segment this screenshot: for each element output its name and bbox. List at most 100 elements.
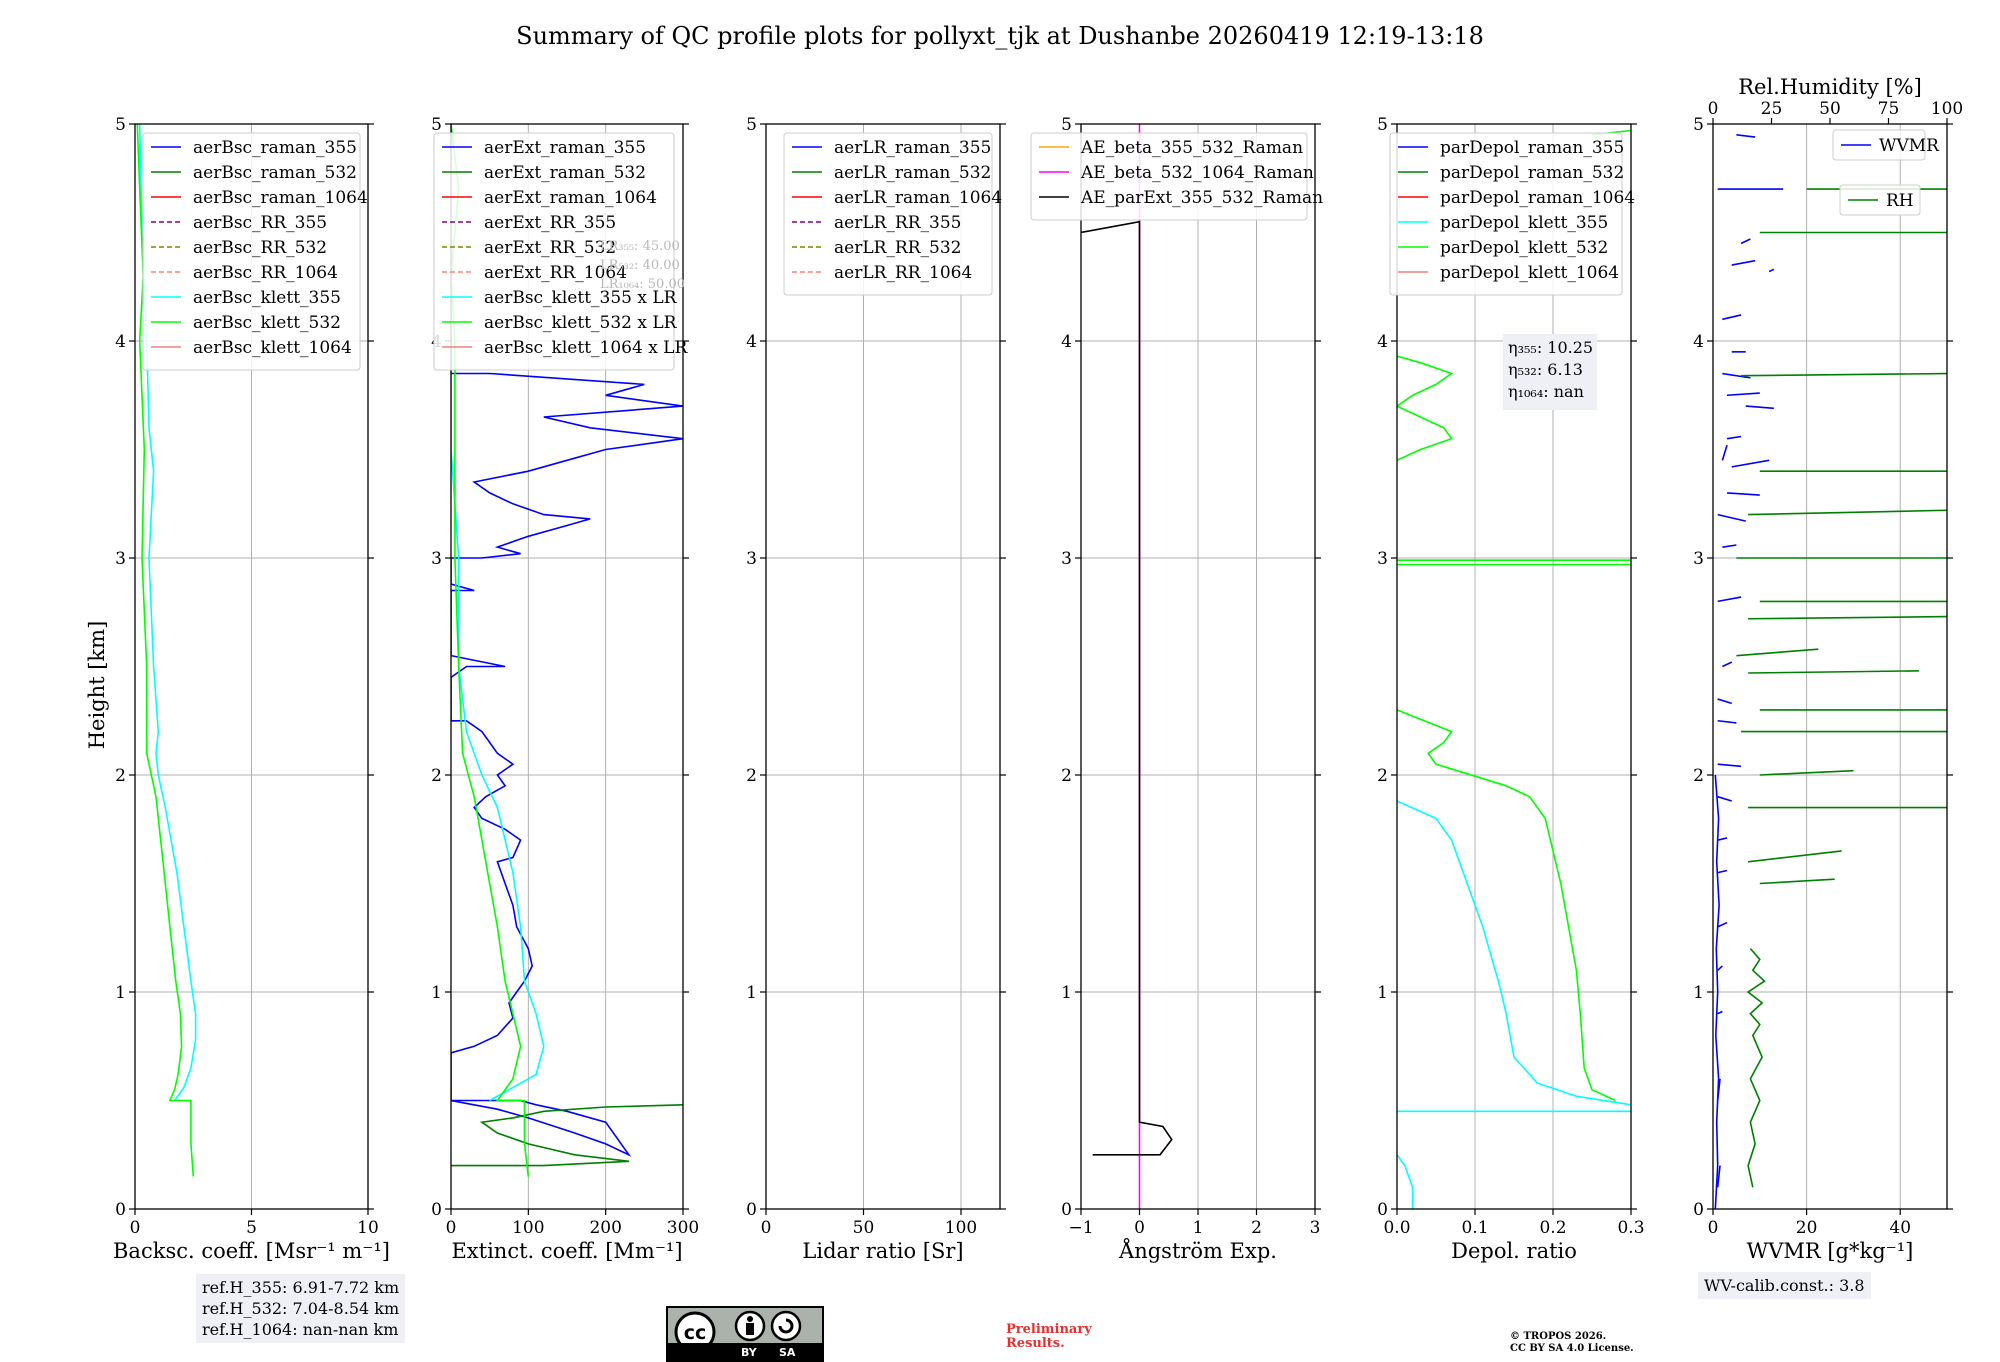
wvmr-segment-14 (1717, 513, 1746, 522)
top-x-tick-label-3: 75 (1878, 99, 1900, 119)
y-tick-label-1: 1 (1377, 983, 1388, 1003)
legend-label-5: aerExt_RR_1064 (484, 263, 627, 283)
axes-frame (1396, 123, 1632, 1210)
top-x-tick-label-4: 100 (1931, 99, 1963, 119)
y-tick-label-4: 4 (1377, 332, 1388, 352)
series-line-parDepol_klett_355 (1397, 1154, 1414, 1209)
wvmr-segment-23 (1717, 869, 1728, 874)
legend-box (1839, 184, 1921, 216)
x-tick-label-4: 3 (1310, 1218, 1321, 1238)
figure-title: Summary of QC profile plots for pollyxt_… (516, 22, 1484, 50)
wvmr-segment-25 (1717, 965, 1723, 971)
legend-label-4: aerExt_RR_532 (484, 238, 616, 258)
wvmr-segment-19 (1717, 719, 1737, 724)
ref-h-355: ref.H_355: 6.91-7.72 km (202, 1278, 400, 1297)
legend-label-0: AE_beta_355_532_Raman (1080, 138, 1303, 158)
legend-box (783, 132, 993, 296)
copyright-line-2: CC BY SA 4.0 License. (1510, 1343, 1634, 1354)
wvmr-segment-2 (1740, 238, 1751, 245)
y-tick-label-4: 4 (1061, 332, 1072, 352)
wvmr-segment-3 (1731, 259, 1756, 266)
sa-arrow (778, 1318, 794, 1334)
legend-label-1: parDepol_raman_532 (1440, 163, 1624, 183)
x-tick-label-2: 100 (945, 1218, 977, 1238)
y-tick-label-2: 2 (1693, 766, 1704, 786)
eta-annotation-0: η₃₅₅: 10.25 (1508, 338, 1593, 357)
series-line-parDepol_klett_532_d (1397, 355, 1454, 462)
wvmr-segment-5 (1722, 314, 1742, 321)
x-tick-label-2: 1 (1193, 1218, 1204, 1238)
wvmr-segment-0 (1736, 134, 1756, 138)
panel-ext: 0100200300012345Extinct. coeff. [Mm⁻¹]ae… (431, 115, 699, 1263)
legend-label-7: aerBsc_klett_532 (193, 313, 341, 333)
legend-label-1: aerExt_raman_532 (484, 163, 646, 183)
x-tick-label-0: 0 (1708, 1218, 1719, 1238)
series-line-parDepol_klett_355_c (1397, 800, 1631, 1106)
y-tick-label-3: 3 (746, 549, 757, 569)
y-tick-label-5: 5 (431, 115, 442, 135)
x-tick-label-0: 0 (130, 1218, 141, 1238)
legend-label-5: aerLR_RR_1064 (834, 263, 972, 283)
legend-label-5: aerBsc_RR_1064 (193, 263, 338, 283)
legend-label: WVMR (1879, 136, 1940, 156)
lr-annotation-0: LR₃₅₅: 45.00 (600, 239, 680, 254)
legend-label-3: aerLR_RR_355 (834, 213, 961, 233)
y-tick-label-5: 5 (1377, 115, 1388, 135)
y-axis-label: Height [km] (85, 621, 109, 750)
wvmr-segment-13 (1726, 492, 1760, 496)
rh-noisy-line (1746, 948, 1766, 1188)
legend-label-7: aerBsc_klett_532 x LR (484, 313, 678, 333)
y-tick-label-3: 3 (1693, 549, 1704, 569)
wvmr-segment-26 (1717, 1010, 1723, 1015)
series-line-aerBsc_klett_355 (138, 124, 197, 1101)
axes-frame (765, 123, 1001, 1210)
y-tick-label-3: 3 (115, 549, 126, 569)
ref-h-532: ref.H_532: 7.04-8.54 km (202, 1299, 400, 1318)
y-tick-label-1: 1 (431, 983, 442, 1003)
legend-label-6: aerBsc_klett_355 x LR (484, 288, 678, 308)
x-tick-label-1: 5 (246, 1218, 257, 1238)
wvmr-segment-20 (1717, 763, 1742, 768)
ref-height-box: ref.H_355: 6.91-7.72 km ref.H_532: 7.04-… (196, 1274, 406, 1343)
wvmr-segment-16 (1717, 596, 1742, 603)
x-tick-label-0: 0.0 (1383, 1218, 1410, 1238)
legend-label-2: aerExt_raman_1064 (484, 188, 657, 208)
wvmr-segment-8 (1726, 392, 1760, 397)
y-tick-label-2: 2 (1061, 766, 1072, 786)
series-line-aerBsc_klett_355 x LR (451, 124, 545, 1102)
cc-license-badge: cc BY SA (666, 1306, 824, 1362)
y-tick-label-0: 0 (1693, 1200, 1704, 1220)
x-axis-label: Extinct. coeff. [Mm⁻¹] (451, 1239, 682, 1263)
wvmr-segment-15 (1722, 544, 1737, 548)
y-tick-label-0: 0 (431, 1200, 442, 1220)
wvmr-segment-24 (1717, 921, 1728, 928)
x-tick-label-3: 2 (1251, 1218, 1262, 1238)
legend-label-0: aerExt_raman_355 (484, 138, 646, 158)
y-tick-label-2: 2 (746, 766, 757, 786)
rh-segment-2 (1741, 372, 1947, 377)
x-tick-label-0: 0 (761, 1218, 772, 1238)
series-line-aerExt_raman_355 (451, 341, 683, 1157)
wvmr-segment-27 (1716, 1078, 1721, 1101)
wvmr-segment-10 (1726, 435, 1742, 440)
legend-label-5: parDepol_klett_1064 (1440, 263, 1619, 283)
preliminary-note: Preliminary Results. (1006, 1323, 1092, 1351)
ref-h-1064: ref.H_1064: nan-nan km (202, 1320, 399, 1339)
x-tick-label-3: 0.3 (1617, 1218, 1644, 1238)
legend-label-2: AE_parExt_355_532_Raman (1080, 188, 1323, 208)
top-x-tick-label-0: 0 (1708, 99, 1719, 119)
top-x-tick-label-2: 50 (1819, 99, 1841, 119)
rh-segment-7 (1748, 615, 1947, 620)
y-tick-label-3: 3 (431, 549, 442, 569)
wvmr-segment-12 (1731, 459, 1770, 468)
cc-by-text: BY (741, 1346, 757, 1359)
x-axis-label: WVMR [g*kg⁻¹] (1747, 1239, 1914, 1263)
wv-calib-text: WV-calib.const.: 3.8 (1704, 1276, 1865, 1295)
legend-label-3: parDepol_klett_355 (1440, 213, 1608, 233)
y-tick-label-2: 2 (1377, 766, 1388, 786)
sa-share-icon (770, 1310, 802, 1342)
legend-box (142, 132, 361, 371)
